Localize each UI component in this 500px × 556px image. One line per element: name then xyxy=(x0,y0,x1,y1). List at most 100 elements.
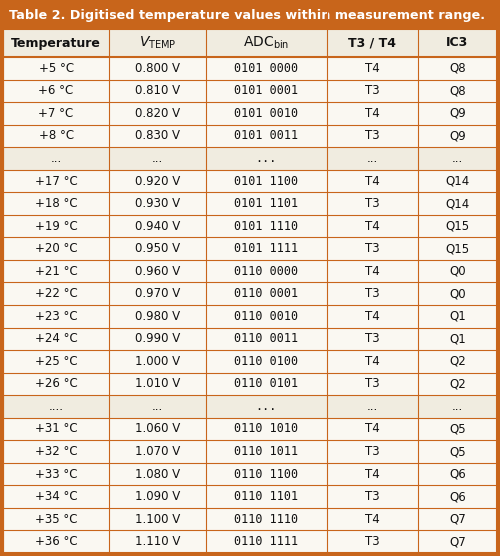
Text: Q6: Q6 xyxy=(449,490,466,503)
Text: 0.920 V: 0.920 V xyxy=(135,175,180,187)
Text: 0101 1100: 0101 1100 xyxy=(234,175,298,187)
Text: T3: T3 xyxy=(365,85,380,97)
Text: $V_{\mathrm{TEMP}}$: $V_{\mathrm{TEMP}}$ xyxy=(138,35,176,51)
Text: 1.060 V: 1.060 V xyxy=(135,423,180,435)
Text: +33 °C: +33 °C xyxy=(35,468,78,480)
Bar xyxy=(3,102,497,125)
Text: Q14: Q14 xyxy=(446,197,469,210)
Bar xyxy=(3,463,497,485)
Text: ...: ... xyxy=(366,152,378,165)
Bar xyxy=(3,373,497,395)
Text: 0101 1110: 0101 1110 xyxy=(234,220,298,232)
Bar xyxy=(3,305,497,327)
Text: +19 °C: +19 °C xyxy=(34,220,78,232)
Text: ...: ... xyxy=(152,152,163,165)
Text: ...: ... xyxy=(50,152,62,165)
Text: 0110 0000: 0110 0000 xyxy=(234,265,298,277)
Text: Q5: Q5 xyxy=(449,445,466,458)
Text: 0101 0011: 0101 0011 xyxy=(234,130,298,142)
Text: ...: ... xyxy=(256,152,276,165)
Bar xyxy=(3,147,497,170)
Bar xyxy=(3,237,497,260)
Text: T4: T4 xyxy=(365,468,380,480)
Text: 0.980 V: 0.980 V xyxy=(135,310,180,323)
Text: T3: T3 xyxy=(365,242,380,255)
Text: Q0: Q0 xyxy=(449,265,466,277)
Text: Q1: Q1 xyxy=(449,332,466,345)
Text: +24 °C: +24 °C xyxy=(34,332,78,345)
Text: +18 °C: +18 °C xyxy=(35,197,78,210)
Text: 0110 0011: 0110 0011 xyxy=(234,332,298,345)
Text: ...: ... xyxy=(256,400,276,413)
Text: 1.070 V: 1.070 V xyxy=(135,445,180,458)
Text: +31 °C: +31 °C xyxy=(35,423,78,435)
Bar xyxy=(3,530,497,553)
Text: 0.830 V: 0.830 V xyxy=(135,130,180,142)
Text: ....: .... xyxy=(48,400,64,413)
Bar xyxy=(3,418,497,440)
Text: 0110 0100: 0110 0100 xyxy=(234,355,298,368)
Text: Q14: Q14 xyxy=(446,175,469,187)
Text: +23 °C: +23 °C xyxy=(35,310,78,323)
Text: T3: T3 xyxy=(365,332,380,345)
Text: Q8: Q8 xyxy=(449,62,466,75)
Text: +7 °C: +7 °C xyxy=(38,107,74,120)
Text: 0101 1101: 0101 1101 xyxy=(234,197,298,210)
Text: Q2: Q2 xyxy=(449,355,466,368)
Text: Temperature: Temperature xyxy=(11,37,101,49)
Text: +26 °C: +26 °C xyxy=(34,378,78,390)
Text: Table 2. Digitised temperature values within measurement range.: Table 2. Digitised temperature values wi… xyxy=(9,9,485,22)
Text: 0.800 V: 0.800 V xyxy=(135,62,180,75)
Text: T4: T4 xyxy=(365,107,380,120)
Text: ...: ... xyxy=(452,152,463,165)
Bar xyxy=(3,440,497,463)
Text: IC3: IC3 xyxy=(446,37,468,49)
Text: Q1: Q1 xyxy=(449,310,466,323)
Bar xyxy=(3,215,497,237)
Text: 0110 0001: 0110 0001 xyxy=(234,287,298,300)
Text: 0110 1101: 0110 1101 xyxy=(234,490,298,503)
Text: 0110 1110: 0110 1110 xyxy=(234,513,298,525)
Bar xyxy=(3,192,497,215)
Bar xyxy=(3,80,497,102)
Text: T3: T3 xyxy=(365,490,380,503)
Text: 0.820 V: 0.820 V xyxy=(135,107,180,120)
Text: 0.810 V: 0.810 V xyxy=(135,85,180,97)
Bar xyxy=(3,170,497,192)
Text: Q2: Q2 xyxy=(449,378,466,390)
Text: T4: T4 xyxy=(365,175,380,187)
Text: Q15: Q15 xyxy=(446,220,469,232)
Bar xyxy=(3,260,497,282)
Text: 0101 0000: 0101 0000 xyxy=(234,62,298,75)
Text: 0110 1111: 0110 1111 xyxy=(234,535,298,548)
Text: 1.000 V: 1.000 V xyxy=(135,355,180,368)
Text: Q5: Q5 xyxy=(449,423,466,435)
Text: T4: T4 xyxy=(365,310,380,323)
Text: $\mathrm{ADC}_{\mathrm{bin}}$: $\mathrm{ADC}_{\mathrm{bin}}$ xyxy=(243,35,289,51)
Bar xyxy=(3,125,497,147)
Text: 1.080 V: 1.080 V xyxy=(135,468,180,480)
Bar xyxy=(3,327,497,350)
Text: 0110 0101: 0110 0101 xyxy=(234,378,298,390)
Text: T3: T3 xyxy=(365,535,380,548)
Text: T3 / T4: T3 / T4 xyxy=(348,37,397,49)
Text: Q0: Q0 xyxy=(449,287,466,300)
Bar xyxy=(3,29,497,57)
Text: Q7: Q7 xyxy=(449,513,466,525)
Text: +8 °C: +8 °C xyxy=(38,130,74,142)
Text: T4: T4 xyxy=(365,423,380,435)
Text: +22 °C: +22 °C xyxy=(34,287,78,300)
Text: 0.940 V: 0.940 V xyxy=(135,220,180,232)
Text: 1.110 V: 1.110 V xyxy=(134,535,180,548)
Text: T4: T4 xyxy=(365,355,380,368)
Bar xyxy=(3,395,497,418)
Text: +35 °C: +35 °C xyxy=(35,513,78,525)
Bar xyxy=(3,508,497,530)
Bar xyxy=(3,57,497,80)
Text: +36 °C: +36 °C xyxy=(35,535,78,548)
Text: +34 °C: +34 °C xyxy=(35,490,78,503)
Text: +32 °C: +32 °C xyxy=(35,445,78,458)
Bar xyxy=(3,350,497,373)
Text: ...: ... xyxy=(152,400,163,413)
Text: 0101 0010: 0101 0010 xyxy=(234,107,298,120)
